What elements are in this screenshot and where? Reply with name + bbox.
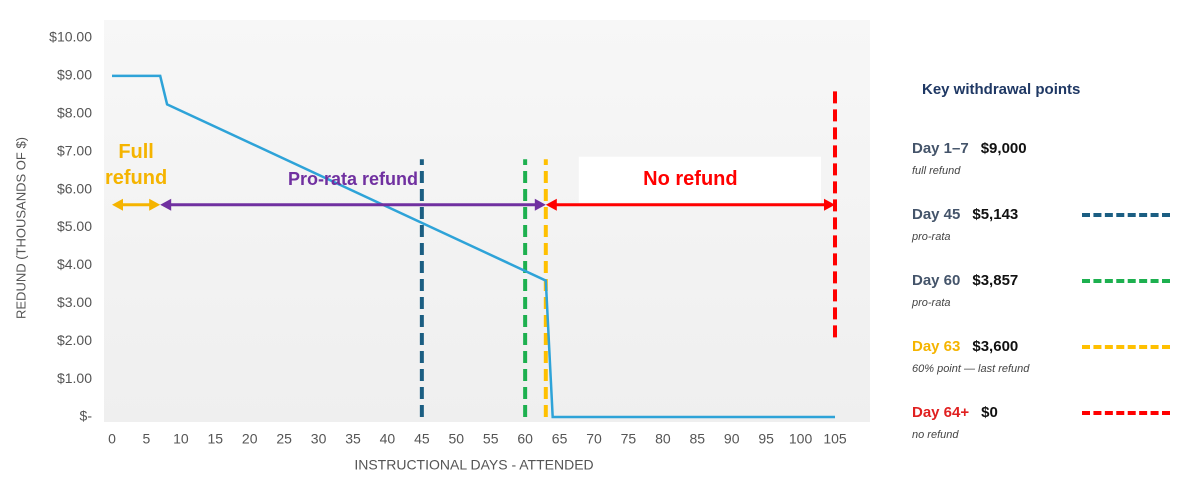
y-tick-label: $10.00: [49, 29, 92, 45]
x-tick-label: 20: [242, 431, 258, 447]
x-tick-label: 100: [789, 431, 813, 447]
key-amount: $9,000: [980, 140, 1027, 157]
x-tick-label: 10: [173, 431, 189, 447]
x-tick-label: 5: [143, 431, 151, 447]
x-tick-label: 40: [380, 431, 396, 447]
key-line-sample: [1082, 345, 1170, 349]
key-row: Day 60 $3,857: [912, 270, 1182, 292]
arrow-head: [824, 198, 835, 211]
key-label: Day 60: [912, 272, 961, 289]
key-row: Day 64+ $0: [912, 402, 1182, 424]
key-note: no refund: [912, 429, 959, 441]
key-item: Day 64+ $0 no refund: [912, 402, 1182, 468]
plot-background: [104, 20, 870, 422]
y-tick-label: $2.00: [57, 332, 92, 348]
key-amount: $0: [981, 404, 998, 421]
x-tick-label: 65: [552, 431, 568, 447]
key-item: Day 45 $5,143 pro-rata: [912, 204, 1182, 270]
x-tick-label: 70: [586, 431, 602, 447]
y-tick-label: $-: [80, 408, 93, 424]
key-item: Day 60 $3,857 pro-rata: [912, 270, 1182, 336]
x-tick-label: 95: [758, 431, 774, 447]
key-row: Day 45 $5,143: [912, 204, 1182, 226]
x-tick-label: 45: [414, 431, 430, 447]
key-amount: $3,600: [972, 338, 1019, 355]
data-line: [112, 74, 835, 419]
x-tick-label: 80: [655, 431, 671, 447]
arrow-head: [149, 198, 161, 211]
x-tick-label: 15: [207, 431, 223, 447]
key-note: 60% point — last refund: [912, 363, 1030, 375]
x-tick-label: 25: [276, 431, 292, 447]
key-panel: Key withdrawal points Day 1–7 $9,000 full …: [912, 76, 1182, 468]
key-item: Day 1–7 $9,000 full refund: [912, 138, 1182, 204]
y-tick-label: $7.00: [57, 142, 92, 158]
arrow-head: [112, 198, 123, 211]
key-row: Day 1–7 $9,000: [912, 138, 1182, 160]
key-note: pro-rata: [912, 231, 951, 243]
key-label: Day 64+: [912, 404, 970, 421]
y-tick-label: $5.00: [57, 218, 92, 234]
x-tick-label: 55: [483, 431, 499, 447]
arrow-head: [160, 198, 172, 211]
x-tick-label: 75: [621, 431, 637, 447]
y-tick-label: $3.00: [57, 294, 92, 310]
label-background: [578, 156, 821, 203]
key-note: full refund: [912, 165, 961, 177]
y-tick-label: $9.00: [57, 67, 92, 83]
region-label: No refund: [643, 167, 738, 190]
key-amount: $5,143: [972, 206, 1019, 223]
key-title: Key withdrawal points: [922, 81, 1081, 98]
x-tick-label: 35: [345, 431, 361, 447]
key-line-sample: [1082, 213, 1170, 217]
y-axis-title: REDUND (THOUSANDS OF $): [13, 137, 28, 319]
x-tick-label: 60: [517, 431, 533, 447]
y-tick-label: $1.00: [57, 370, 92, 386]
y-tick-label: $6.00: [57, 180, 92, 196]
region-label: Pro-rata refund: [287, 168, 419, 189]
key-item: Day 63 $3,600 60% point — last refund: [912, 336, 1182, 402]
key-amount: $3,857: [972, 272, 1019, 289]
arrow-head: [545, 198, 557, 211]
arrow-head: [534, 198, 546, 211]
key-line-sample: [1082, 411, 1170, 415]
y-tick-label: $8.00: [57, 105, 92, 121]
region-label: Full refund: [104, 140, 168, 189]
key-line-sample: [1082, 279, 1170, 283]
x-tick-label: 90: [724, 431, 740, 447]
key-note: pro-rata: [912, 297, 951, 309]
x-tick-label: 30: [311, 431, 327, 447]
key-label: Day 45: [912, 206, 961, 223]
x-tick-label: 85: [689, 431, 705, 447]
y-tick-label: $4.00: [57, 256, 92, 272]
x-tick-label: 0: [108, 431, 116, 447]
key-row: Day 63 $3,600: [912, 336, 1182, 358]
key-label: Day 63: [912, 338, 961, 355]
x-axis-title: INSTRUCTIONAL DAYS - ATTENDED: [354, 457, 593, 473]
x-tick-label: 50: [448, 431, 464, 447]
x-tick-label: 105: [823, 431, 847, 447]
key-label: Day 1–7: [912, 140, 969, 157]
